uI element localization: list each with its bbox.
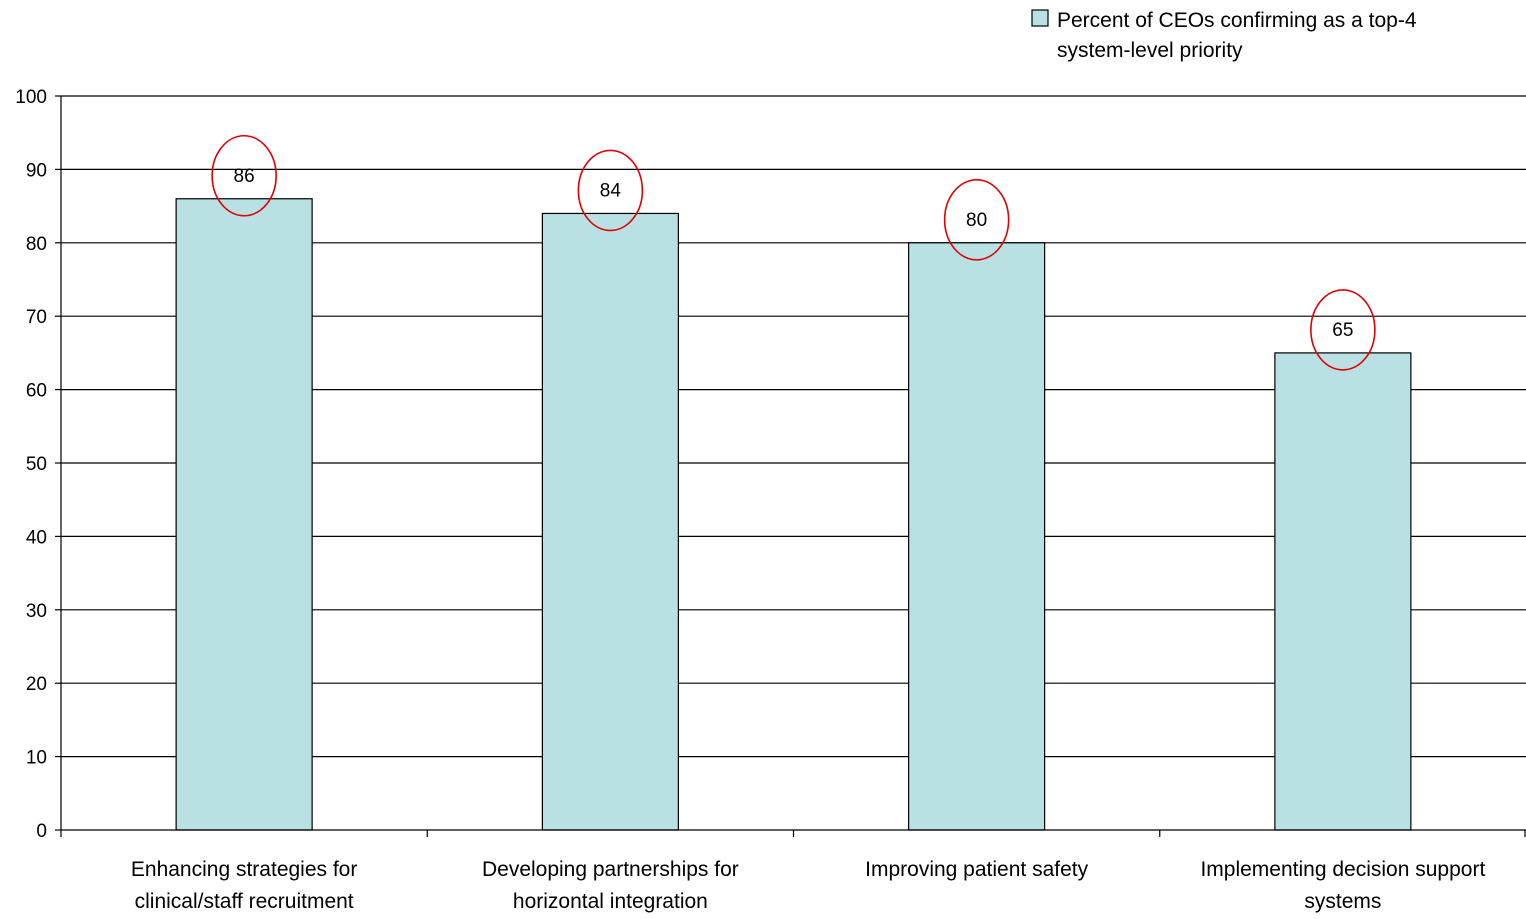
bar [908, 242, 1046, 831]
y-tick-label: 30 [26, 601, 47, 622]
y-tick-label: 20 [26, 674, 47, 695]
highlight-ellipse [1310, 289, 1376, 371]
bar [175, 198, 313, 831]
category-label: Enhancing strategies for [131, 858, 357, 881]
y-tick-label: 50 [26, 454, 47, 475]
data-labels: 86 84 80 65 [211, 134, 1376, 371]
category-label: systems [1304, 890, 1381, 913]
bar [1274, 352, 1412, 831]
y-tick-label: 80 [26, 234, 47, 255]
y-tick-label: 10 [26, 748, 47, 769]
legend-label: system-level priority [1057, 39, 1243, 62]
legend-label: Percent of CEOs confirming as a top-4 [1057, 9, 1417, 32]
highlight-ellipse [577, 149, 644, 232]
legend-swatch [1031, 9, 1049, 27]
y-tick-label: 40 [26, 527, 47, 548]
legend: Percent of CEOs confirming as a top-4 sys… [1031, 9, 1417, 62]
bar [541, 212, 679, 831]
category-label: clinical/staff recruitment [135, 890, 354, 913]
data-label: 86 [234, 166, 255, 187]
data-label: 80 [966, 210, 987, 231]
category-label: Improving patient safety [865, 858, 1088, 881]
data-label: 84 [600, 180, 622, 201]
bars [175, 198, 1412, 831]
y-tick-label: 100 [15, 87, 47, 108]
axes: 0 10 20 30 40 50 60 70 80 90 100 Enhancing strategi… [15, 87, 1526, 913]
category-label: Implementing decision support [1200, 858, 1485, 881]
y-tick-label: 0 [36, 821, 47, 842]
highlight-ellipse [943, 179, 1010, 261]
highlight-ellipse [211, 134, 277, 217]
y-tick-label: 60 [26, 381, 47, 402]
y-tick-label: 90 [26, 160, 47, 181]
category-label: horizontal integration [513, 890, 708, 913]
data-label: 65 [1332, 320, 1353, 341]
category-label: Developing partnerships for [482, 858, 739, 881]
y-tick-label: 70 [26, 307, 47, 328]
